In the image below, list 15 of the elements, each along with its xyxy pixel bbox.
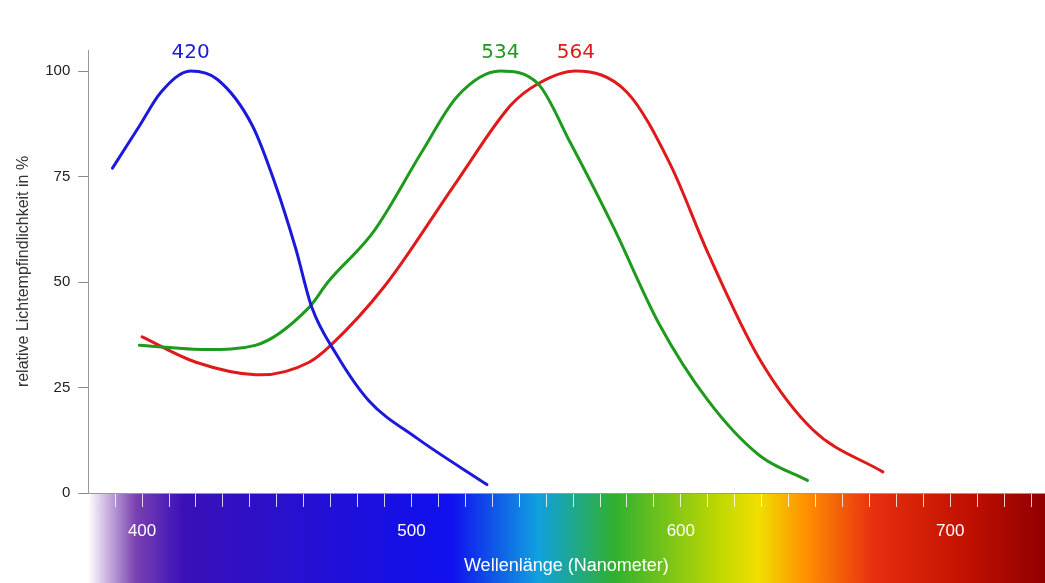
y-tick-label: 75 xyxy=(53,166,71,184)
x-tick-label: 600 xyxy=(666,520,696,540)
x-tick-label: 400 xyxy=(127,520,157,540)
x-tick-label: 500 xyxy=(397,520,426,540)
x-tick-label: 700 xyxy=(936,520,965,540)
annotation: 420 xyxy=(171,39,210,64)
y-tick-label: 0 xyxy=(61,483,71,501)
y-tick-label: 100 xyxy=(45,61,71,79)
y-axis-title: relative Lichtempfindlichkeit in % xyxy=(14,155,32,388)
y-tick-label: 50 xyxy=(53,272,71,290)
x-axis-title: Wellenlänge (Nanometer) xyxy=(463,555,669,576)
line-series xyxy=(110,69,489,487)
annotation: 564 xyxy=(556,39,595,64)
annotation: 534 xyxy=(481,39,520,64)
y-tick-label: 25 xyxy=(53,377,71,395)
